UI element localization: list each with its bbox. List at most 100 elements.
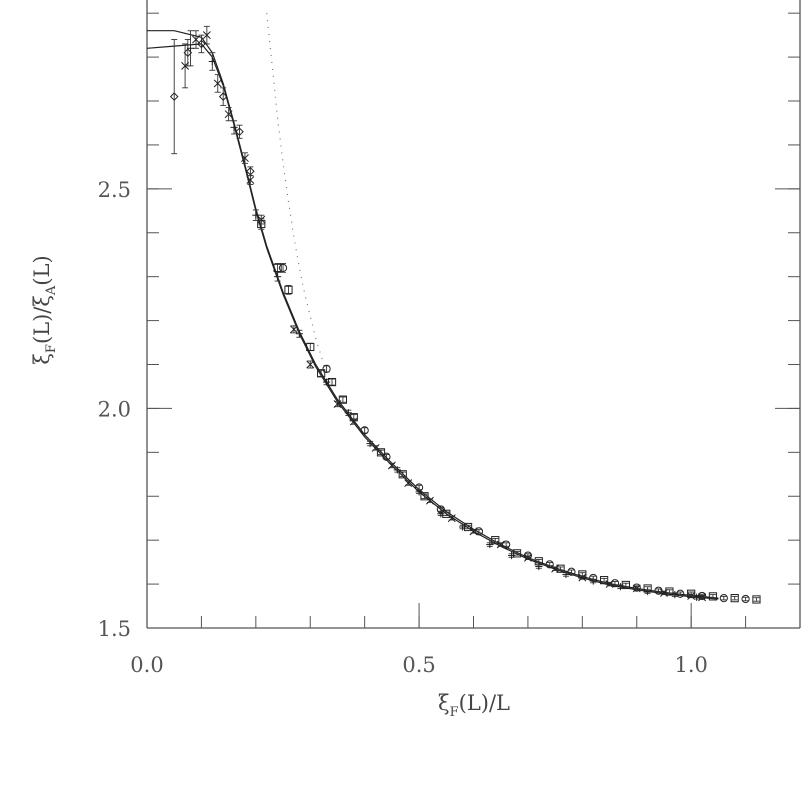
data-point-circle [278,263,288,273]
data-point-square [463,522,473,532]
marker-square [306,342,315,352]
data-point-square [708,592,718,601]
marker-square [730,594,739,603]
data-point-circle [322,364,331,373]
data-point-circle [654,586,663,595]
marker-cross [578,573,587,582]
marker-square [420,492,429,501]
marker-circle [502,540,511,549]
marker-circle [360,426,369,435]
data-point-cross [224,107,233,122]
marker-cross [192,35,200,44]
marker-square [491,536,500,545]
data-points [169,25,761,604]
data-point-circle [523,551,533,560]
data-point-circle [610,579,620,588]
data-point-plus [486,540,494,549]
marker-circle [322,364,331,373]
data-point-square [491,536,500,545]
marker-diamond [169,92,179,101]
x-tick-label: 0.5 [402,653,435,677]
marker-cross [289,325,298,334]
data-point-cross [306,360,315,369]
marker-circle [414,483,424,492]
data-point-circle [436,505,445,514]
marker-cross [371,443,380,452]
marker-cross [426,496,434,505]
data-point-square [752,595,761,604]
marker-cross [660,588,668,597]
data-point-plus [393,466,401,474]
data-point-cross [404,479,413,488]
data-point-square [338,395,347,404]
data-point-square [257,218,266,230]
data-point-circle [414,483,424,492]
data-point-cross [289,325,298,334]
y-tick-label: 2.0 [98,397,131,421]
marker-square [512,549,522,558]
data-point-circle [545,560,554,569]
marker-square [376,448,386,457]
data-point-plus [366,439,374,448]
data-point-circle [719,594,728,603]
marker-cross [246,176,255,185]
y-tick-label: 1.5 [98,617,131,641]
marker-cross [333,400,342,408]
data-point-plus [230,120,238,135]
data-point-square [306,342,315,352]
data-point-square [284,285,293,295]
data-point-square [349,413,358,422]
marker-square [621,580,630,590]
marker-circle [719,594,728,603]
marker-circle [741,594,750,604]
data-point-plus [295,329,303,338]
marker-circle [632,583,641,592]
marker-circle [654,586,663,595]
data-point-circle [589,573,598,583]
data-point-circle [676,589,685,598]
data-point-circle [474,527,484,536]
marker-circle [278,263,288,272]
marker-square [534,557,543,566]
data-point-circle [382,452,391,461]
marker-cross [349,417,358,426]
data-point-square [687,589,696,598]
marker-cross [202,31,211,40]
x-tick-label: 0.0 [130,653,163,677]
data-point-square [327,377,337,387]
marker-circle [589,573,598,583]
marker-cross [240,154,249,163]
marker-cross [181,61,190,70]
data-point-circle [502,540,511,549]
y-axis-label: ξF(L)/ξA(L) [30,255,59,364]
data-point-cross [213,74,222,93]
marker-circle [610,579,620,588]
marker-cross [551,564,560,573]
axis-tick-labels: 0.0 0.5 1.0 1.5 2.0 2.5 [98,178,708,677]
data-point-plus [208,52,216,71]
data-point-square [578,570,587,579]
data-point-circle [632,583,641,592]
marker-circle [474,527,484,536]
marker-cross [404,479,413,488]
data-point-cross [333,400,342,408]
data-point-plus [186,30,195,67]
marker-square [556,564,565,573]
data-point-square [665,587,674,596]
marker-square [317,369,326,378]
marker-cross [213,79,222,88]
data-point-circle [360,426,369,435]
marker-circle [567,567,576,576]
data-point-square [643,584,652,593]
data-point-plus [344,409,352,417]
axis-ticks [146,12,801,629]
data-point-square [442,509,451,518]
marker-circle [676,589,685,598]
marker-circle [697,591,707,601]
data-point-square [317,369,326,378]
data-point-circle [567,567,576,576]
marker-circle [523,551,533,560]
marker-diamond [246,166,255,176]
data-point-square [420,492,429,501]
